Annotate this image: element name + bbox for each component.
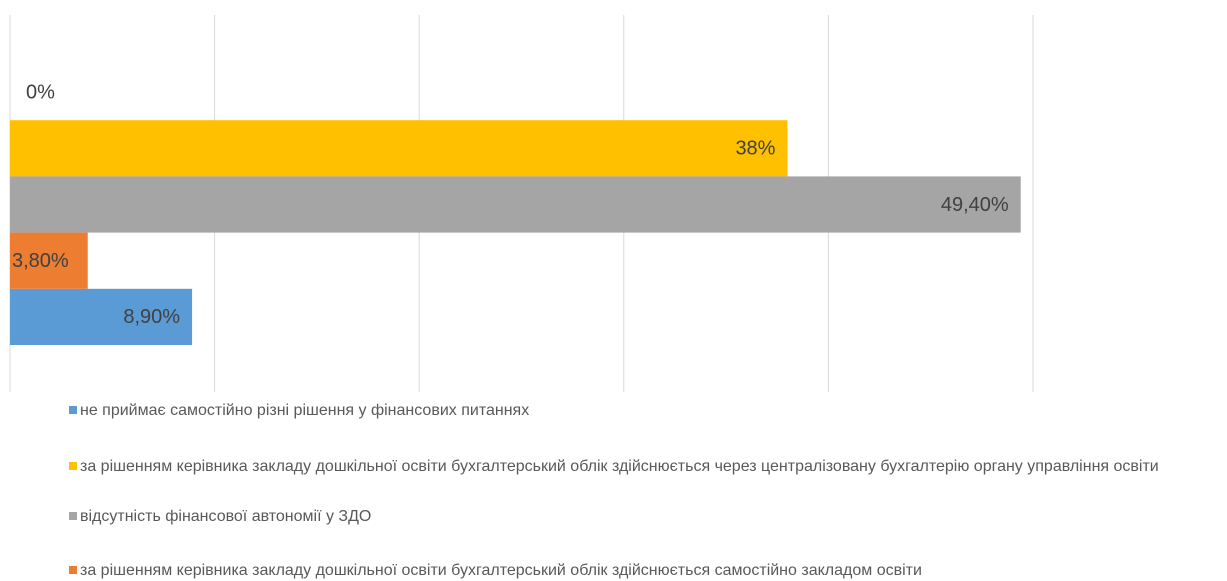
bar: [10, 288, 193, 345]
data-label: 8,90%: [123, 306, 180, 328]
legend-label: за рішенням керівника закладу дошкільної…: [80, 562, 922, 579]
legend-swatch: [69, 406, 77, 414]
legend-label: за рішенням керівника закладу дошкільної…: [80, 458, 1159, 475]
bar: [10, 176, 1021, 233]
legend-entry: відсутність фінансової автономії у ЗДО: [69, 506, 1220, 527]
data-label: 3,80%: [12, 250, 69, 272]
bar: [10, 120, 788, 177]
data-label: 49,40%: [941, 194, 1009, 216]
chart: 8,90% 38% 49,40% 3,80% 0%: [9, 15, 1034, 392]
legend-entry: не приймає самостійно різні рішення у фі…: [69, 400, 1220, 421]
legend-label: не приймає самостійно різні рішення у фі…: [80, 402, 530, 419]
legend-swatch: [69, 512, 77, 520]
legend-swatch: [69, 566, 77, 574]
legend-swatch: [69, 462, 77, 470]
data-label: 0%: [26, 81, 55, 103]
legend-entry: за рішенням керівника закладу дошкільної…: [69, 560, 1220, 581]
data-label: 38%: [735, 138, 775, 160]
legend-label: відсутність фінансової автономії у ЗДО: [80, 508, 372, 525]
bar: [10, 232, 88, 289]
legend-entry: за рішенням керівника закладу дошкільної…: [69, 456, 1220, 477]
